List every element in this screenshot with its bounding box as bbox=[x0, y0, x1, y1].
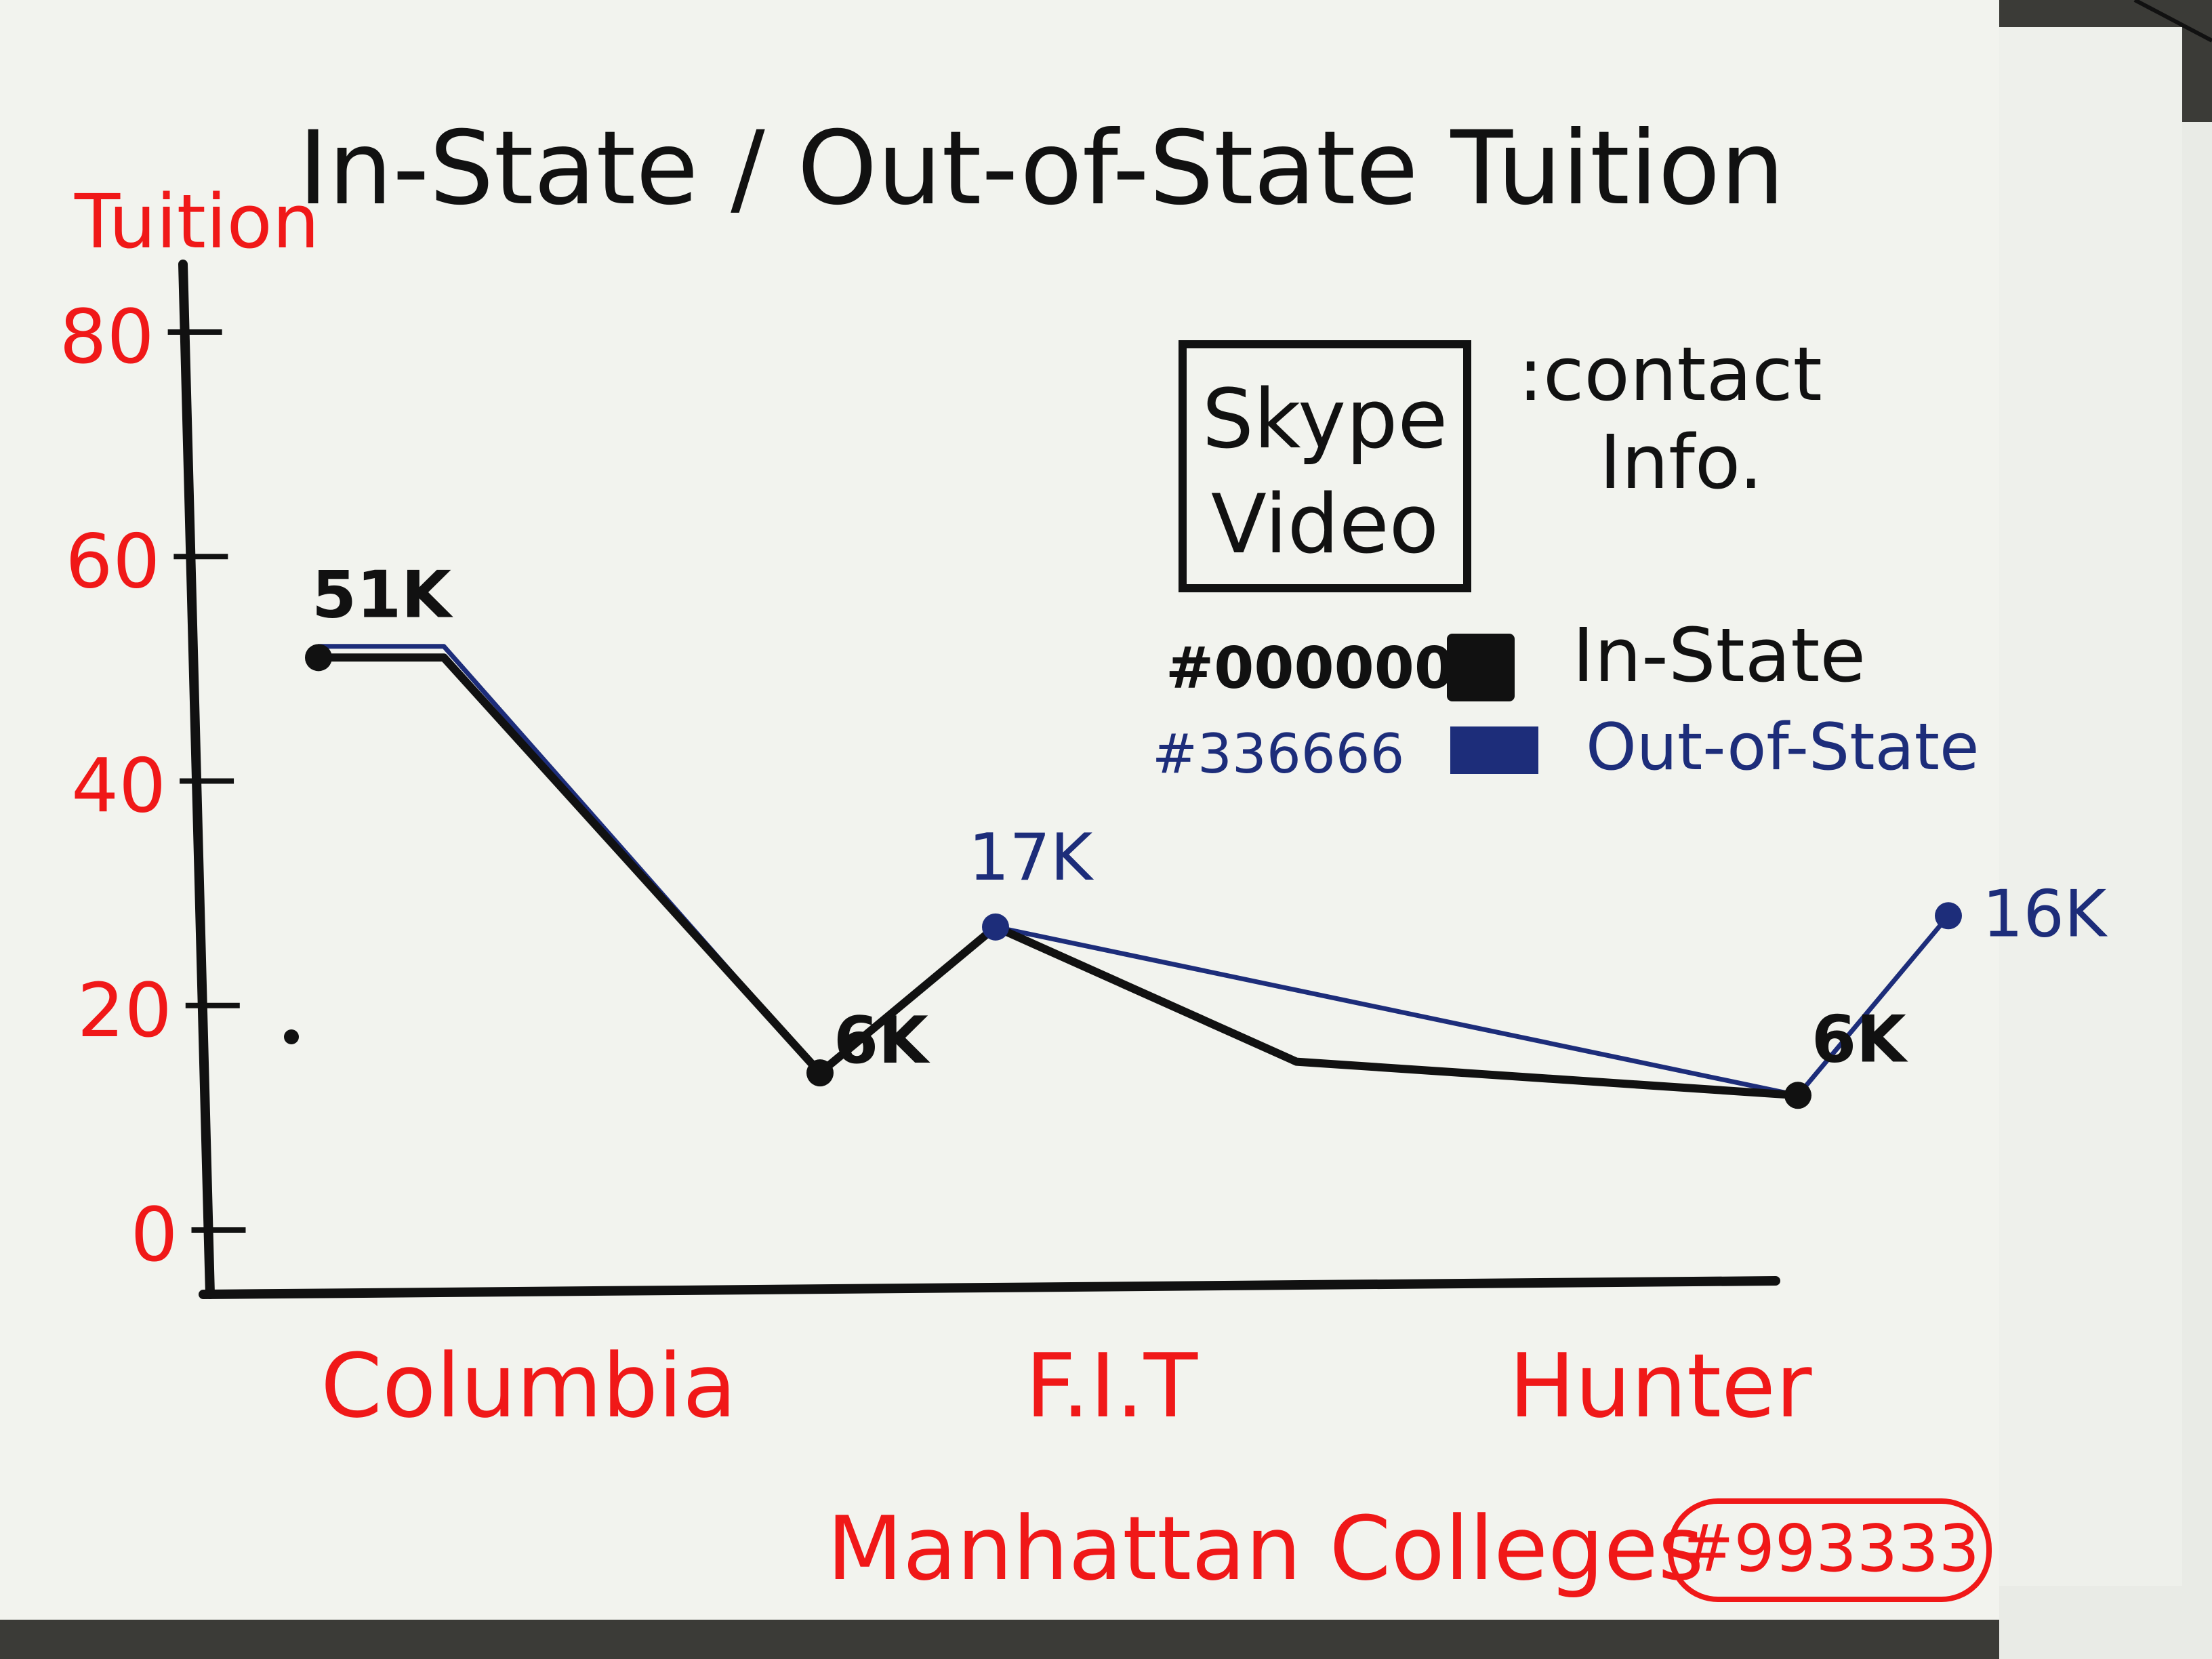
info-caption-line1: :contact bbox=[1518, 331, 1822, 417]
series-line-instate bbox=[314, 653, 1802, 1100]
x-category-label-fit: F.I.T bbox=[1025, 1334, 1198, 1437]
x-category-label-columbia: Columbia bbox=[321, 1334, 737, 1437]
data-point-4 bbox=[1935, 902, 1962, 930]
data-point-2 bbox=[1784, 1082, 1811, 1109]
info-box: Skype Video bbox=[1179, 340, 1471, 592]
x-axis-line bbox=[199, 1276, 1780, 1299]
data-point-0 bbox=[305, 644, 332, 672]
legend-code-outstate: #336666 bbox=[1152, 722, 1404, 785]
y-tick-label-0: 0 bbox=[131, 1191, 178, 1278]
legend-swatch-instate bbox=[1447, 634, 1515, 701]
stamp-frame bbox=[1668, 1498, 1992, 1602]
legend-code-instate: #000000 bbox=[1166, 635, 1454, 702]
legend-label-instate: In-State bbox=[1572, 612, 1866, 699]
legend-label-outstate: Out-of-State bbox=[1586, 710, 1979, 785]
data-label-1: 6K bbox=[834, 1004, 930, 1078]
data-label-0: 51K bbox=[312, 558, 453, 632]
data-label-2: 17K bbox=[968, 821, 1094, 895]
x-category-label-hunter: Hunter bbox=[1509, 1334, 1812, 1437]
chart-title: In-State / Out-of-State Tuition bbox=[298, 110, 1784, 228]
x-axis-title: Manhattan Colleges bbox=[827, 1497, 1704, 1600]
stamp-text: #993333 bbox=[1680, 1512, 1980, 1586]
y-tick-label-20: 20 bbox=[77, 967, 172, 1054]
info-box-frame bbox=[1179, 340, 1471, 592]
data-point-1 bbox=[806, 1059, 834, 1087]
data-label-4: 16K bbox=[1982, 877, 2108, 951]
data-point-3 bbox=[982, 913, 1009, 941]
stray-dot bbox=[284, 1029, 299, 1044]
legend: #000000 In-State #336666 Out-of-State bbox=[1152, 612, 1979, 785]
poster-paper bbox=[0, 0, 1999, 1620]
data-label-3: 6K bbox=[1811, 1002, 1908, 1077]
info-box-line2: Video bbox=[1211, 478, 1439, 572]
y-axis-label: Tuition bbox=[74, 178, 319, 265]
info-caption-line2: Info. bbox=[1599, 419, 1763, 506]
info-box-line1: Skype bbox=[1202, 373, 1448, 467]
legend-swatch-outstate bbox=[1450, 726, 1538, 774]
y-tick-label-80: 80 bbox=[60, 293, 155, 380]
y-tick-label-60: 60 bbox=[65, 518, 160, 605]
y-tick-label-40: 40 bbox=[71, 743, 166, 830]
